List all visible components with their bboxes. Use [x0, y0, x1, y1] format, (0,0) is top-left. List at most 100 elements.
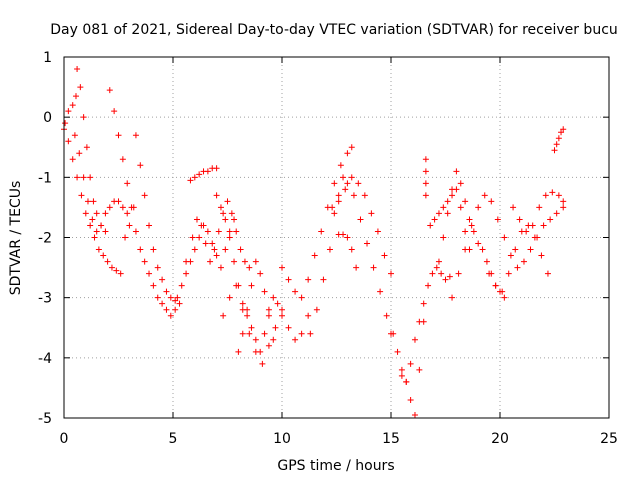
data-point — [501, 294, 508, 301]
data-point — [126, 222, 133, 229]
data-point — [87, 222, 94, 229]
x-tick-label: 5 — [169, 431, 178, 447]
series-arc-t — [435, 168, 508, 301]
data-point — [285, 324, 292, 331]
data-point — [411, 411, 418, 418]
data-point — [538, 252, 545, 259]
data-point — [239, 330, 246, 337]
data-point — [320, 276, 327, 283]
data-point — [348, 174, 355, 181]
data-point — [398, 372, 405, 379]
data-point — [355, 180, 362, 187]
data-point — [124, 210, 131, 217]
data-points — [61, 66, 567, 418]
data-point — [252, 348, 259, 355]
data-point — [344, 180, 351, 187]
data-point — [213, 252, 220, 259]
data-point — [265, 306, 272, 313]
data-point — [468, 222, 475, 229]
data-point — [270, 336, 277, 343]
data-point — [98, 222, 105, 229]
data-point — [422, 156, 429, 163]
data-point — [100, 252, 107, 259]
data-point — [292, 336, 299, 343]
data-point — [540, 222, 547, 229]
data-point — [475, 204, 482, 211]
data-point — [119, 204, 126, 211]
data-point — [187, 177, 194, 184]
data-point — [279, 312, 285, 319]
data-point — [246, 330, 253, 337]
data-point — [442, 276, 449, 283]
data-point — [438, 270, 445, 277]
data-point — [329, 204, 336, 211]
data-point — [446, 273, 453, 280]
data-point — [231, 216, 238, 223]
data-point — [353, 264, 360, 271]
data-point — [544, 270, 551, 277]
series-arc-a — [61, 126, 124, 277]
y-tick-label: 1 — [43, 50, 52, 66]
data-point — [252, 336, 259, 343]
data-point — [342, 186, 349, 193]
data-point — [90, 198, 97, 205]
data-point — [529, 222, 536, 229]
data-point — [466, 216, 473, 223]
data-point — [137, 162, 144, 169]
y-tick-label: -5 — [38, 411, 52, 427]
data-point — [248, 324, 255, 331]
data-point — [69, 102, 76, 109]
data-point — [141, 258, 148, 265]
data-point — [457, 180, 464, 187]
data-point — [457, 204, 464, 211]
data-point — [89, 216, 96, 223]
data-point — [159, 300, 166, 307]
data-point — [84, 198, 91, 205]
data-point — [449, 192, 456, 199]
data-point — [196, 234, 203, 241]
data-point — [555, 192, 562, 199]
data-point — [146, 270, 153, 277]
data-point — [479, 246, 486, 253]
y-tick-label: 0 — [43, 110, 52, 126]
data-point — [265, 312, 272, 319]
data-point — [311, 252, 318, 259]
data-point — [492, 282, 499, 289]
data-point — [499, 288, 506, 295]
y-tick-label: -1 — [38, 170, 52, 186]
data-point — [462, 198, 469, 205]
data-point — [220, 210, 227, 217]
data-point — [560, 204, 567, 211]
series-arc-b — [62, 66, 109, 235]
data-point — [340, 174, 347, 181]
data-point — [398, 366, 405, 373]
data-point — [82, 210, 89, 217]
data-point — [431, 216, 438, 223]
data-point — [233, 228, 240, 235]
data-point — [104, 258, 111, 265]
data-point — [167, 312, 174, 319]
data-point — [547, 216, 554, 223]
data-point — [83, 144, 90, 151]
data-point — [507, 252, 514, 259]
data-point — [444, 198, 451, 205]
data-point — [527, 246, 534, 253]
data-point — [204, 228, 211, 235]
data-point — [252, 258, 259, 265]
series-arc-k — [235, 258, 277, 355]
data-point — [246, 264, 253, 271]
x-tick-label: 25 — [600, 431, 618, 447]
series-arc-r — [427, 186, 473, 253]
data-point — [374, 228, 381, 235]
data-point — [274, 300, 281, 307]
data-point — [122, 234, 129, 241]
data-point — [191, 174, 198, 181]
data-point — [390, 330, 397, 337]
data-point — [318, 228, 325, 235]
data-point — [213, 192, 220, 199]
data-point — [108, 264, 115, 271]
data-point — [226, 294, 233, 301]
data-point — [335, 192, 342, 199]
data-point — [248, 282, 255, 289]
data-point — [237, 246, 244, 253]
